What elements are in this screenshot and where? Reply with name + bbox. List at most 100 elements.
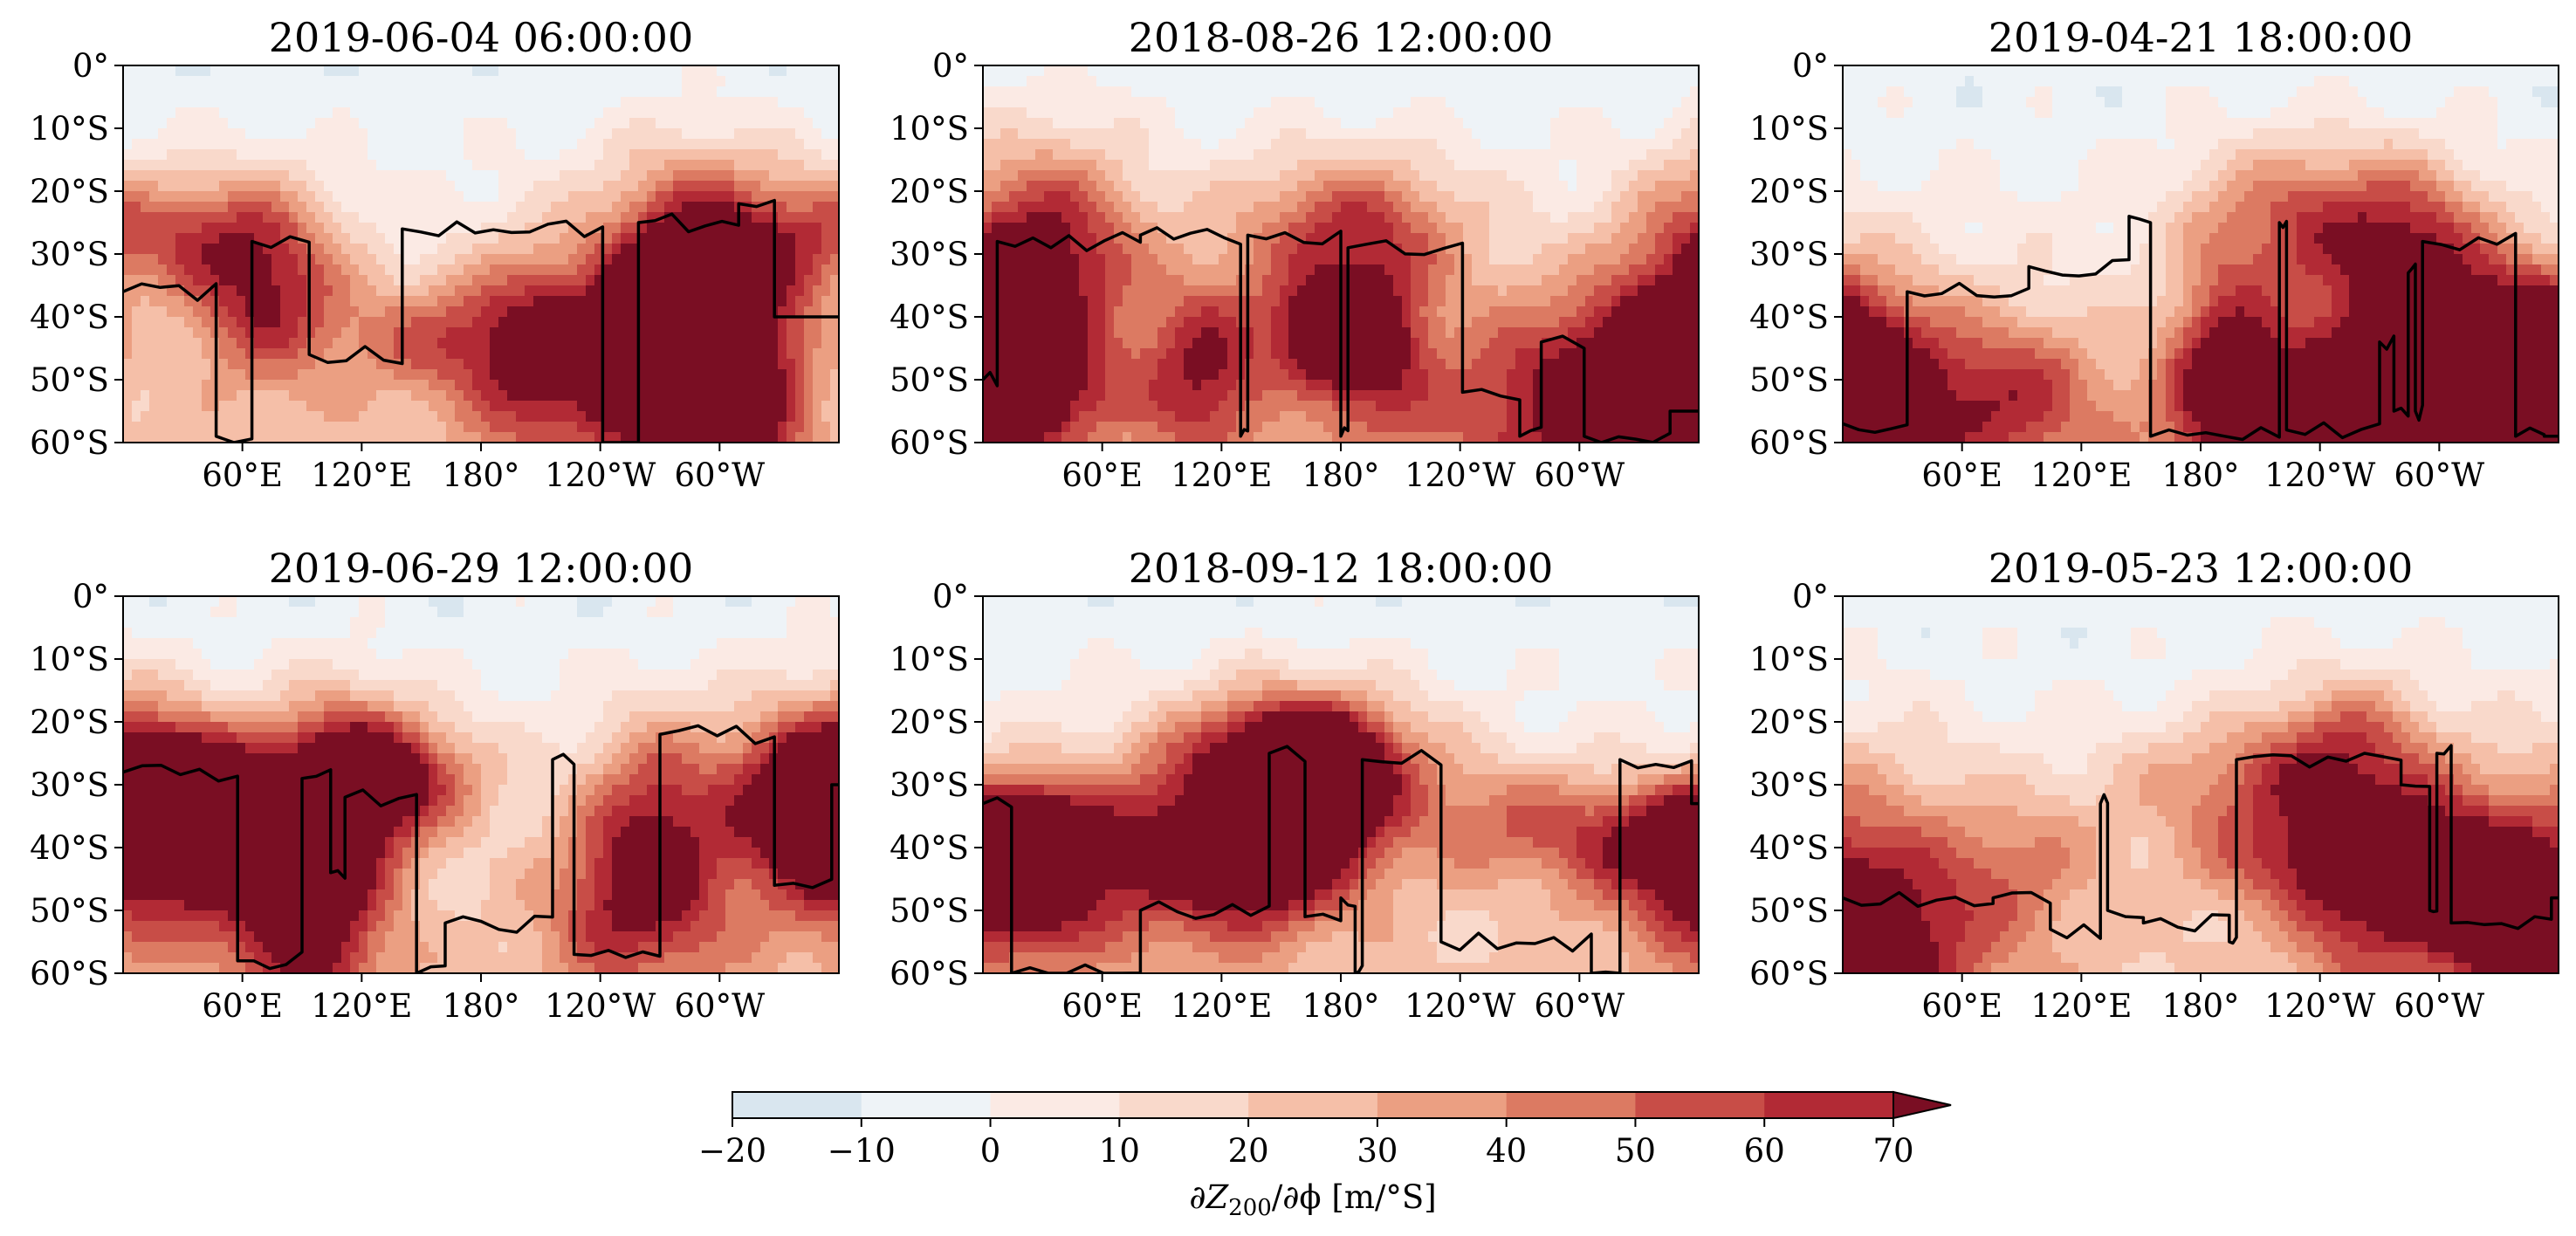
map-panel: 2019-04-21 18:00:00 0° 10°S 20°S 30°S 40°S 50°… <box>1749 14 2559 494</box>
y-tick-label: 40°S <box>30 829 109 867</box>
x-tick-label: 120°W <box>545 457 656 494</box>
y-tick-label: 20°S <box>890 704 969 741</box>
y-tick-label: 60°S <box>30 955 109 992</box>
colorbar: −20 −10 0 10 20 30 40 50 60 70 ∂Z200/∂ϕ [m/°S] <box>698 1090 1952 1221</box>
gradient-field <box>1843 596 2559 973</box>
y-tick-label: 40°S <box>1749 829 1829 867</box>
jet-latitude-line <box>123 198 839 443</box>
y-tick-label: 40°S <box>890 829 969 867</box>
colorbar-swatch <box>1764 1092 1894 1118</box>
y-tick-label: 50°S <box>890 892 969 930</box>
y-tick-label: 30°S <box>1749 766 1829 804</box>
y-tick-label: 30°S <box>890 766 969 804</box>
y-tick-label: 10°S <box>30 110 109 148</box>
map-panel: 2018-09-12 18:00:00 0° 10°S 20°S 30°S 40°S 50°… <box>890 545 1700 1025</box>
colorbar-tick-label: 30 <box>1357 1132 1398 1170</box>
y-tick-label: 40°S <box>30 299 109 336</box>
colorbar-swatch <box>1506 1092 1636 1118</box>
x-tick-label: 180° <box>2161 987 2239 1025</box>
map-panel: 2019-06-04 06:00:00 0° 10°S 20°S 30°S 40°S 50°… <box>30 14 840 494</box>
x-tick-label: 60°E <box>1921 457 2002 494</box>
x-tick-label: 120°W <box>1405 987 1515 1025</box>
gradient-field <box>123 596 839 973</box>
gradient-field <box>1843 65 2559 443</box>
colorbar-label: ∂Z200/∂ϕ [m/°S] <box>1189 1178 1436 1221</box>
y-tick-label: 50°S <box>890 361 969 399</box>
colorbar-swatch <box>990 1092 1120 1118</box>
jet-latitude-line <box>123 724 839 973</box>
x-tick-label: 120°E <box>2030 457 2132 494</box>
x-tick-label: 120°W <box>2264 457 2375 494</box>
y-tick-label: 20°S <box>890 173 969 210</box>
y-tick-label: 40°S <box>890 299 969 336</box>
colorbar-tick-label: 20 <box>1228 1132 1269 1170</box>
y-tick-label: 10°S <box>890 641 969 678</box>
jet-latitude-line <box>1843 744 2559 945</box>
x-tick-label: 60°W <box>2394 457 2485 494</box>
x-tick-label: 60°W <box>2394 987 2485 1025</box>
y-tick-label: 20°S <box>1749 173 1829 210</box>
colorbar-swatches <box>732 1092 1894 1118</box>
y-tick-label: 10°S <box>890 110 969 148</box>
x-tick-label: 60°E <box>202 987 283 1025</box>
colorbar-tick-label: 60 <box>1744 1132 1785 1170</box>
x-tick-label: 120°W <box>2264 987 2375 1025</box>
x-tick-label: 120°E <box>1171 987 1272 1025</box>
x-tick-label: 60°E <box>202 457 283 494</box>
y-tick-label: 0° <box>1792 47 1829 85</box>
y-tick-label: 0° <box>932 47 969 85</box>
x-tick-label: 60°W <box>1535 987 1625 1025</box>
colorbar-swatch <box>1119 1092 1249 1118</box>
panel-title: 2018-09-12 18:00:00 <box>1129 545 1553 592</box>
y-tick-label: 30°S <box>30 766 109 804</box>
jet-latitude-line <box>1843 215 2559 442</box>
y-tick-label: 60°S <box>890 424 969 462</box>
x-tick-label: 60°E <box>1921 987 2002 1025</box>
colorbar-swatch <box>1248 1092 1378 1118</box>
y-tick-label: 10°S <box>1749 641 1829 678</box>
panel-title: 2019-06-29 12:00:00 <box>269 545 693 592</box>
panel-title: 2019-05-23 12:00:00 <box>1989 545 2413 592</box>
y-tick-label: 50°S <box>30 892 109 930</box>
y-tick-label: 20°S <box>1749 704 1829 741</box>
x-tick-label: 180° <box>442 457 519 494</box>
x-tick-label: 120°E <box>311 457 412 494</box>
y-tick-label: 60°S <box>890 955 969 992</box>
y-tick-label: 40°S <box>1749 299 1829 336</box>
x-tick-label: 120°W <box>545 987 656 1025</box>
panel-title: 2018-08-26 12:00:00 <box>1129 14 1553 61</box>
colorbar-tick-label: −20 <box>698 1132 766 1170</box>
y-tick-label: 60°S <box>30 424 109 462</box>
y-tick-label: 10°S <box>1749 110 1829 148</box>
y-tick-label: 60°S <box>1749 424 1829 462</box>
colorbar-label-main: ∂Z <box>1189 1178 1229 1216</box>
colorbar-outline <box>732 1091 1894 1119</box>
y-tick-label: 0° <box>72 578 109 615</box>
colorbar-tick-label: 40 <box>1486 1132 1527 1170</box>
x-tick-label: 120°E <box>311 987 412 1025</box>
colorbar-tick-label: 70 <box>1872 1132 1913 1170</box>
gradient-field <box>983 596 1699 973</box>
x-tick-label: 180° <box>1302 457 1379 494</box>
map-panel: 2018-08-26 12:00:00 0° 10°S 20°S 30°S 40°S 50°… <box>890 14 1700 494</box>
colorbar-swatch <box>861 1092 992 1118</box>
y-tick-label: 0° <box>1792 578 1829 615</box>
y-tick-label: 0° <box>932 578 969 615</box>
y-tick-label: 50°S <box>1749 361 1829 399</box>
y-tick-label: 20°S <box>30 173 109 210</box>
gradient-field <box>123 65 839 443</box>
x-tick-label: 60°W <box>675 987 766 1025</box>
colorbar-tick-label: 10 <box>1099 1132 1140 1170</box>
x-tick-label: 60°E <box>1061 457 1143 494</box>
colorbar-label-rest: /∂ϕ [m/°S] <box>1272 1178 1437 1216</box>
map-panel: 2019-06-29 12:00:00 0° 10°S 20°S 30°S 40°S 50°… <box>30 545 840 1025</box>
colorbar-label-sub: 200 <box>1228 1195 1272 1221</box>
x-tick-label: 60°W <box>675 457 766 494</box>
colorbar-extend-arrow <box>1893 1090 1952 1120</box>
panel-title: 2019-04-21 18:00:00 <box>1989 14 2413 61</box>
x-tick-label: 60°W <box>1535 457 1625 494</box>
colorbar-tick-label: 0 <box>980 1132 1001 1170</box>
gradient-field <box>983 65 1699 443</box>
x-tick-label: 120°E <box>2030 987 2132 1025</box>
